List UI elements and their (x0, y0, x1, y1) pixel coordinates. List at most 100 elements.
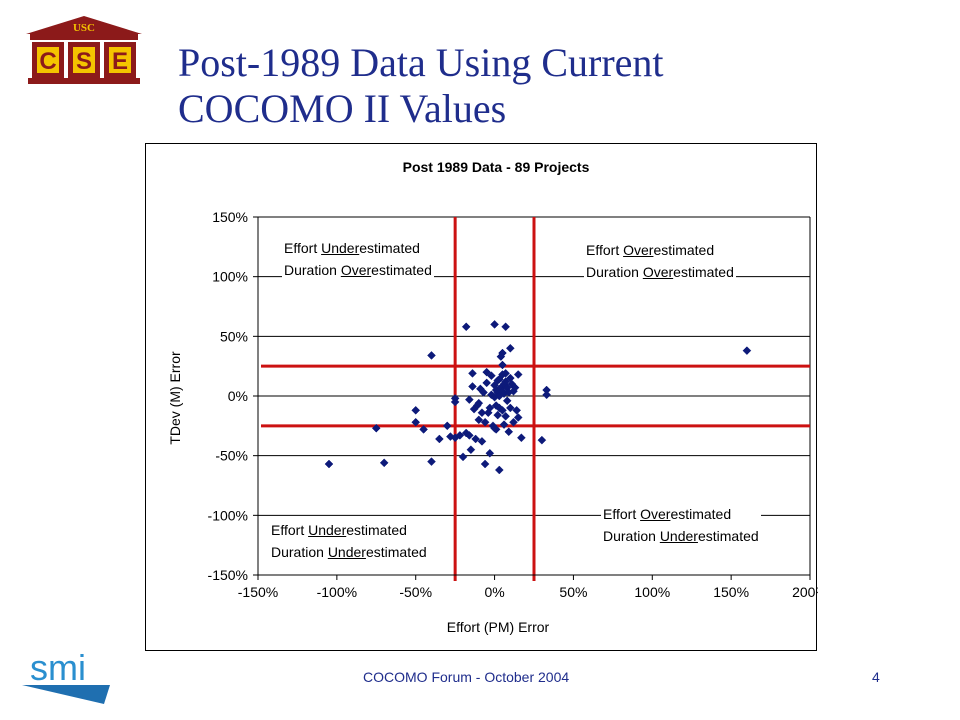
logo-letter-s: S (76, 48, 92, 75)
data-point (474, 398, 484, 408)
page-number: 4 (872, 669, 880, 685)
data-point (510, 383, 520, 393)
data-point (517, 433, 526, 443)
data-point (498, 405, 507, 415)
data-point (742, 346, 752, 356)
slide-title: Post-1989 Data Using Current COCOMO II V… (178, 40, 664, 132)
logo-band (30, 34, 138, 40)
logo-letter-c: C (39, 48, 56, 75)
data-point (493, 410, 503, 420)
tick-labels: 150% 100% 50% 0% -50% -100% -150%-150% -100% -50… (208, 209, 818, 600)
y-tick-label-5: -100% (208, 507, 248, 523)
data-point (379, 458, 389, 468)
data-point (471, 434, 480, 444)
logo-usc-text: USC (73, 22, 95, 34)
data-point (504, 427, 514, 437)
y-tick-label-1: 100% (212, 269, 248, 285)
data-point (542, 390, 551, 400)
data-point (477, 436, 487, 446)
data-point (442, 421, 452, 431)
data-point (499, 420, 509, 429)
smi-logo-text: smi (30, 648, 86, 688)
data-point (480, 459, 490, 469)
data-point (468, 368, 477, 378)
logo-roof (26, 16, 142, 34)
data-point (490, 320, 499, 329)
data-point (419, 425, 428, 434)
data-point (474, 415, 484, 425)
data-point (494, 465, 504, 475)
slide-title-line1: Post-1989 Data Using Current (178, 40, 664, 85)
data-point (427, 457, 436, 466)
y-axis-label: TDev (M) Error (167, 351, 183, 445)
annotation-bottom-left: Effort Underestimated Duration Underesti… (269, 519, 429, 563)
data-point (427, 351, 436, 360)
data-point (505, 403, 515, 413)
data-point (411, 405, 421, 415)
annotation-top-left: Effort Underestimated Duration Overestim… (282, 237, 434, 281)
data-point (479, 388, 488, 397)
x-tick-label-6: 150% (713, 584, 749, 600)
annotation-top-right: Effort Overestimated Duration Overestima… (584, 239, 736, 283)
data-point (491, 425, 501, 434)
data-point (458, 452, 468, 462)
data-point (450, 397, 460, 407)
y-tick-label-4: -50% (215, 448, 248, 464)
data-point (435, 434, 444, 444)
x-tick-label-4: 50% (559, 584, 587, 600)
x-tick-label-3: 0% (484, 584, 504, 600)
x-tick-label-0: -150% (238, 584, 278, 600)
smi-logo: smi (22, 648, 110, 704)
chart-area: Post 1989 Data - 89 Projects Effort (PM)… (145, 143, 818, 651)
logo-base (28, 78, 140, 84)
data-point (498, 360, 507, 370)
data-point (461, 322, 471, 332)
y-tick-label-2: 50% (220, 328, 248, 344)
data-point (468, 382, 477, 391)
data-point (371, 423, 381, 433)
data-point (487, 371, 496, 381)
y-tick-label-3: 0% (228, 388, 248, 404)
x-tick-label-1: -100% (317, 584, 357, 600)
data-point (501, 322, 510, 332)
data-point (411, 417, 421, 427)
data-point (509, 417, 518, 427)
y-tick-label-0: 150% (212, 209, 248, 225)
data-point (513, 370, 523, 379)
threshold-lines (261, 217, 810, 581)
logo-letter-e: E (112, 48, 128, 75)
data-point (501, 368, 510, 378)
data-point (498, 348, 507, 358)
annotation-bottom-right: Effort Overestimated Duration Underestim… (601, 503, 761, 547)
x-axis-label: Effort (PM) Error (447, 619, 550, 635)
x-tick-label-2: -50% (399, 584, 432, 600)
y-tick-label-6: -150% (208, 567, 248, 583)
logo-letters: C S E (32, 42, 136, 78)
data-point (324, 459, 334, 469)
data-point (466, 445, 476, 455)
data-point (537, 435, 547, 445)
data-point (501, 411, 510, 421)
smi-logo-swoosh (22, 685, 110, 704)
x-tick-label-5: 100% (634, 584, 670, 600)
data-point (455, 431, 465, 440)
chart-title: Post 1989 Data - 89 Projects (403, 159, 590, 175)
data-point (513, 413, 523, 422)
data-point (505, 343, 515, 353)
usc-csse-logo: USC C S E (26, 16, 142, 84)
data-point (502, 396, 512, 406)
data-point (464, 395, 474, 404)
data-point (485, 403, 495, 413)
data-point (477, 408, 487, 418)
data-point (464, 431, 474, 440)
slide-title-line2: COCOMO II Values (178, 86, 507, 131)
axes (253, 216, 811, 580)
data-point (512, 405, 522, 415)
x-tick-label-7: 200% (792, 584, 818, 600)
scatter-chart: Post 1989 Data - 89 Projects Effort (PM)… (167, 159, 818, 635)
data-point (485, 448, 495, 458)
data-points (324, 320, 752, 475)
data-point (482, 378, 492, 388)
data-point (480, 417, 490, 427)
footer-text: COCOMO Forum - October 2004 (363, 669, 570, 685)
